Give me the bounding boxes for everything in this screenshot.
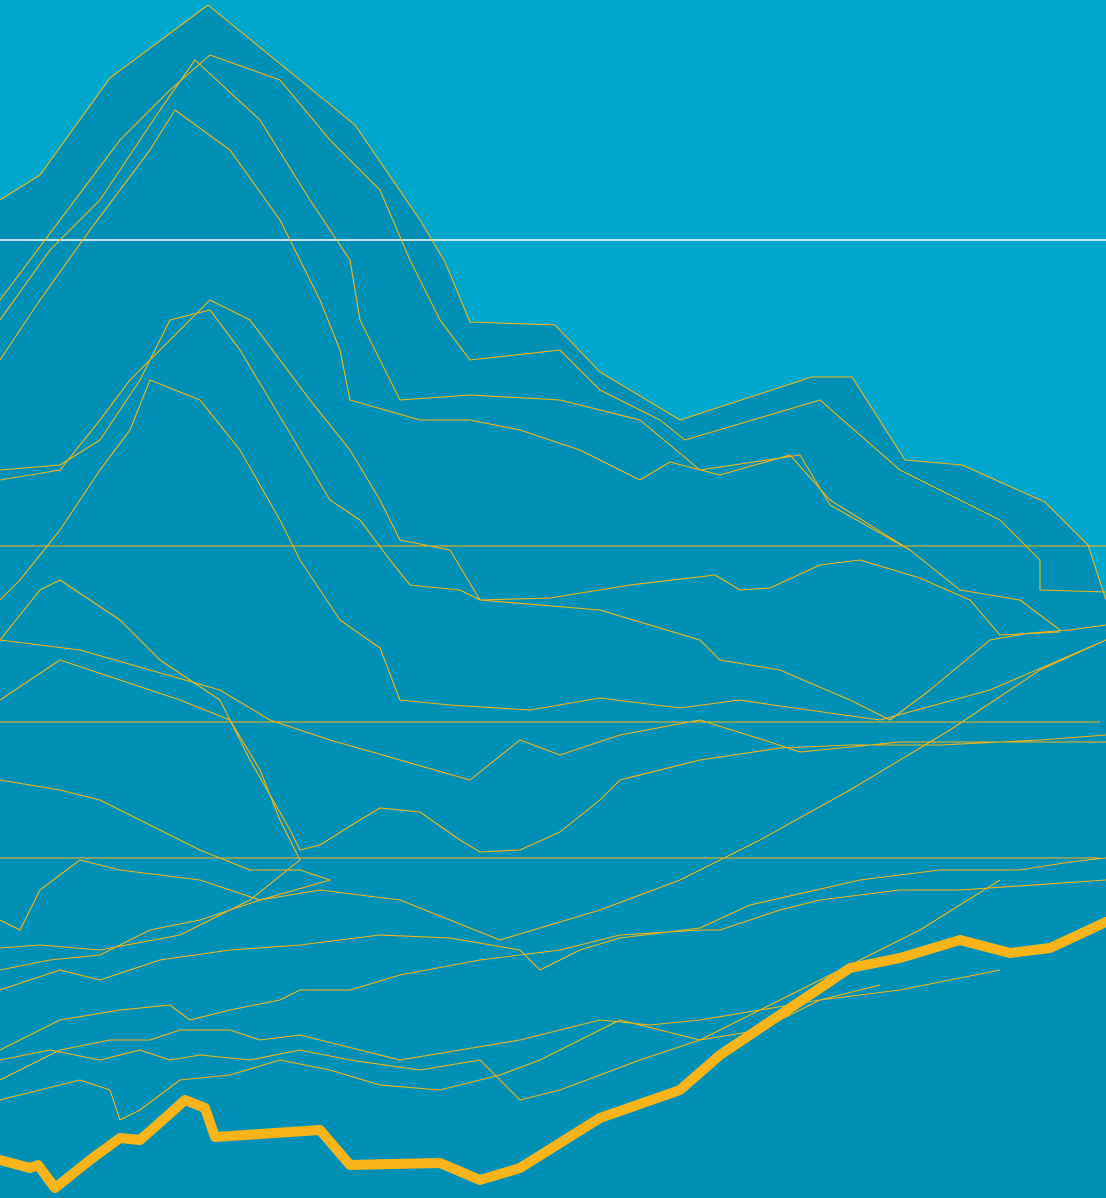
- thin-line: [0, 309, 1061, 636]
- thin-line: [0, 109, 911, 551]
- thin-line: [0, 59, 1061, 631]
- thin-line: [0, 579, 1106, 853]
- thin-line: [0, 379, 1106, 721]
- thin-line: [0, 54, 1106, 593]
- thin-line: [0, 4, 1106, 601]
- mountain-area: [0, 5, 1106, 1198]
- thin-line: [0, 299, 1106, 721]
- thin-line: [0, 984, 881, 1121]
- thin-line: [0, 779, 331, 971]
- thin-line: [0, 659, 301, 951]
- thick-line: [0, 917, 1106, 1193]
- thin-line: [0, 857, 1106, 991]
- thin-lines: [0, 4, 1106, 1121]
- thin-line: [0, 639, 1106, 781]
- thin-line: [0, 639, 1106, 941]
- thin-line: [0, 879, 1106, 1051]
- thin-line: [0, 879, 1001, 1101]
